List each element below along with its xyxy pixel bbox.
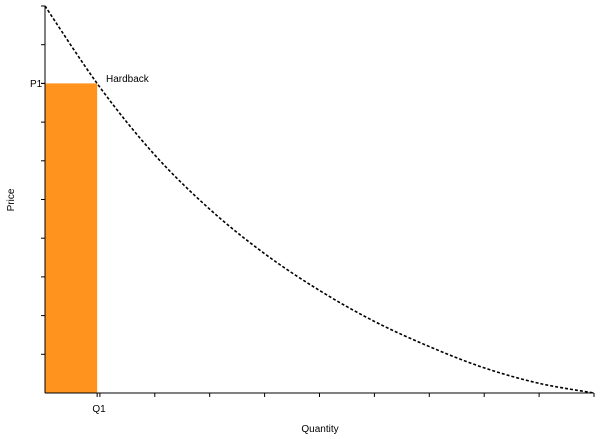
p1-tick-label: P1 — [30, 79, 43, 90]
series-line-hardback — [44, 5, 595, 394]
shaded-layer — [45, 83, 98, 394]
series-label-hardback: Hardback — [106, 74, 150, 85]
shaded-rectangle — [45, 83, 98, 394]
x-axis-label: Quantity — [301, 424, 338, 435]
labels-layer: Quantity Price P1 Q1 Hardback — [6, 74, 339, 435]
axes-layer — [41, 5, 595, 397]
curve-layer — [44, 5, 595, 394]
q1-tick-label: Q1 — [92, 404, 106, 415]
y-axis-label: Price — [6, 188, 17, 211]
